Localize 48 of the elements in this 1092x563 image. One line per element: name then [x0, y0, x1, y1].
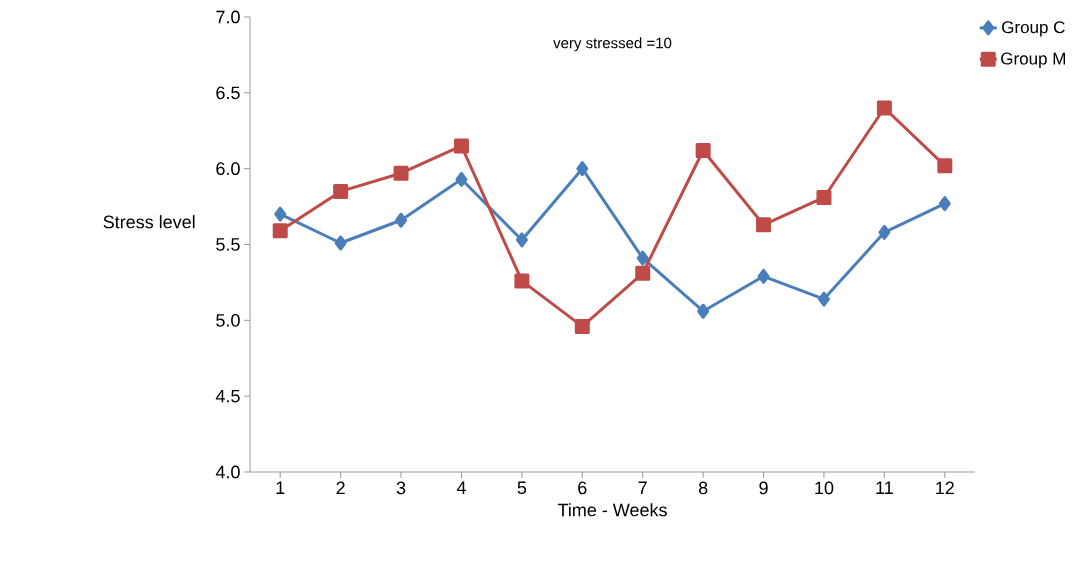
- point: [757, 268, 770, 284]
- x-tick-label: 3: [396, 481, 406, 495]
- x-tick-label: 11: [876, 481, 893, 494]
- y-tick-label: 7.0: [216, 10, 240, 24]
- point: [816, 189, 832, 205]
- point: [636, 250, 649, 266]
- y-tick-label: 6.0: [216, 162, 240, 176]
- y-tick-label: 4.0: [215, 465, 240, 479]
- point: [574, 318, 590, 334]
- y-tick-label: 5.0: [216, 313, 240, 327]
- point: [878, 224, 891, 240]
- point: [274, 206, 287, 222]
- y-tick-label: 4.5: [215, 389, 240, 403]
- y-tick-label: 5.5: [216, 238, 240, 251]
- point: [334, 235, 347, 251]
- annotation: very stressed =10: [553, 37, 672, 52]
- x-tick-label: 10: [815, 481, 834, 495]
- point: [635, 265, 651, 281]
- point: [695, 142, 711, 158]
- x-tick-label: 6: [578, 481, 587, 495]
- legend-label: Group C: [1002, 21, 1065, 37]
- point: [817, 291, 830, 307]
- y-tick-label: 6.5: [216, 86, 240, 100]
- x-tick-label: 5: [517, 481, 527, 495]
- point: [514, 273, 530, 289]
- y-axis-title: Stress level: [103, 215, 195, 229]
- x-tick-label: 1: [276, 481, 285, 494]
- x-tick-label: 2: [336, 481, 345, 495]
- x-axis-title: Time - Weeks: [557, 503, 667, 517]
- point: [756, 217, 772, 233]
- point: [395, 212, 408, 228]
- x-tick-label: 7: [638, 481, 647, 494]
- point: [876, 100, 892, 116]
- point: [453, 138, 469, 154]
- point: [937, 158, 953, 174]
- x-tick-label: 4: [456, 481, 466, 494]
- legend-label: Group M: [1001, 52, 1065, 68]
- point: [515, 232, 528, 248]
- point: [455, 171, 468, 187]
- x-tick-label: 8: [698, 481, 708, 495]
- point: [393, 165, 409, 181]
- x-tick-label: 9: [759, 481, 768, 495]
- point: [697, 303, 710, 319]
- x-tick-label: 12: [936, 481, 954, 495]
- point: [576, 161, 589, 177]
- point: [333, 183, 349, 199]
- point: [938, 196, 951, 212]
- point: [272, 223, 288, 239]
